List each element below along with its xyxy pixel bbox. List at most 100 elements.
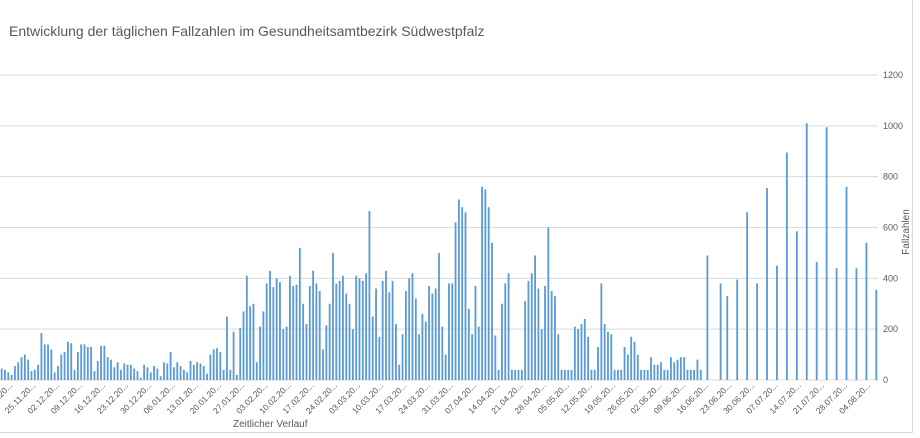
bar — [414, 298, 417, 380]
bar — [663, 369, 666, 380]
bar — [706, 255, 709, 380]
bar — [67, 341, 69, 381]
bar — [567, 369, 570, 380]
bar — [143, 364, 146, 380]
bar — [534, 255, 536, 380]
y-tick-label: 600 — [883, 223, 898, 233]
bar — [196, 362, 199, 380]
bar — [507, 273, 510, 380]
bar — [514, 369, 517, 380]
bar — [96, 360, 99, 380]
bar — [199, 363, 202, 380]
bar — [471, 334, 474, 380]
y-tick-label: 400 — [883, 273, 898, 283]
bar — [139, 377, 142, 380]
bar — [332, 252, 334, 380]
bar — [845, 186, 848, 380]
bar — [855, 268, 858, 380]
bar — [169, 352, 172, 380]
bar — [93, 371, 96, 380]
bar — [70, 343, 73, 380]
bar — [699, 369, 702, 380]
bar — [113, 367, 116, 380]
bar — [623, 346, 626, 380]
bar — [14, 366, 16, 380]
bar — [351, 329, 354, 380]
bar — [497, 369, 500, 380]
bar — [398, 364, 401, 380]
bar — [73, 369, 76, 380]
bar — [269, 270, 271, 380]
bar — [315, 283, 318, 380]
bar — [312, 270, 315, 380]
bar — [484, 189, 487, 381]
bar — [633, 341, 636, 381]
bar — [206, 373, 208, 380]
bar — [265, 283, 268, 380]
bar — [434, 288, 437, 380]
bar — [100, 345, 102, 380]
bar — [560, 369, 563, 380]
bar — [593, 369, 596, 380]
bar — [86, 346, 89, 380]
bar — [815, 261, 818, 380]
bar — [120, 369, 122, 380]
bar — [305, 324, 308, 380]
y-tick-label: 0 — [883, 375, 888, 385]
bar — [275, 278, 278, 380]
bar — [110, 359, 112, 380]
bar — [656, 364, 659, 380]
bar — [411, 273, 414, 380]
bar — [378, 336, 381, 380]
bar — [255, 362, 258, 380]
bar — [252, 303, 255, 380]
bar — [683, 357, 686, 381]
bar — [368, 210, 371, 380]
bar — [491, 242, 493, 380]
bar — [123, 363, 126, 380]
bar — [80, 344, 83, 380]
bar — [805, 123, 808, 380]
bar — [510, 369, 513, 380]
bar — [146, 367, 149, 380]
bar — [746, 212, 749, 380]
bar — [0, 368, 3, 380]
bar — [660, 362, 662, 380]
bar — [577, 329, 580, 380]
bar — [375, 288, 377, 380]
bar — [640, 369, 643, 380]
bar — [424, 321, 427, 380]
bar — [63, 352, 66, 380]
bar — [875, 289, 878, 380]
bar — [766, 188, 768, 380]
bar — [428, 285, 430, 380]
bar — [457, 199, 460, 380]
bar — [235, 374, 238, 380]
bar — [689, 369, 692, 380]
bar — [338, 280, 341, 381]
bar — [653, 364, 656, 380]
bar — [517, 369, 520, 380]
bar — [133, 368, 136, 380]
bar — [90, 346, 93, 380]
bar — [395, 324, 397, 380]
bar — [33, 369, 36, 380]
bar — [325, 325, 328, 380]
bar — [756, 283, 758, 380]
bar — [279, 282, 281, 380]
bar — [298, 247, 301, 380]
bar — [540, 329, 543, 380]
bar — [17, 362, 20, 380]
bar — [318, 291, 321, 380]
y-tick-label: 1000 — [883, 121, 903, 131]
bar — [342, 275, 344, 380]
bar — [464, 212, 467, 380]
bar — [239, 327, 242, 380]
bar — [676, 359, 679, 380]
bar — [643, 369, 646, 380]
bar — [288, 275, 291, 380]
bar — [50, 349, 53, 380]
bar — [650, 357, 652, 381]
